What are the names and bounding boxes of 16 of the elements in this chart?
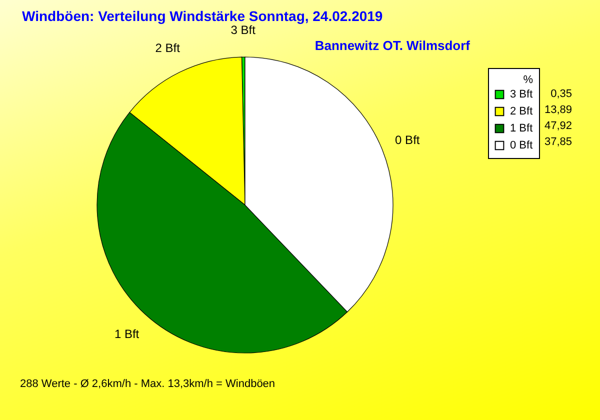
data-label: 47,92 bbox=[544, 120, 572, 132]
legend-label: 3 Bft bbox=[510, 88, 533, 100]
legend-title: % bbox=[523, 74, 534, 86]
text: 288 Werte - Ø 2,6km/h - Max. 13,3km/h = Windböen bbox=[20, 378, 276, 390]
chart-title: Windböen: Verteilung Windstärke Sonntag, 24.02.2019 bbox=[22, 8, 383, 24]
slice-label: 3 Bft bbox=[230, 23, 256, 38]
legend-label: 2 Bft bbox=[510, 106, 533, 118]
slice-label: 1 Bft bbox=[114, 327, 140, 342]
data-label: 37,85 bbox=[544, 136, 572, 148]
text: Bannewitz OT. Wilmsdorf bbox=[314, 38, 471, 53]
data-label: 0,35 bbox=[550, 88, 572, 100]
slice-label: 2 Bft bbox=[155, 41, 181, 56]
legend-label: 1 Bft bbox=[510, 122, 533, 134]
legend-label: 0 Bft bbox=[510, 140, 533, 152]
slice-label: 0 Bft bbox=[395, 132, 420, 147]
data-label: 13,89 bbox=[544, 104, 572, 116]
